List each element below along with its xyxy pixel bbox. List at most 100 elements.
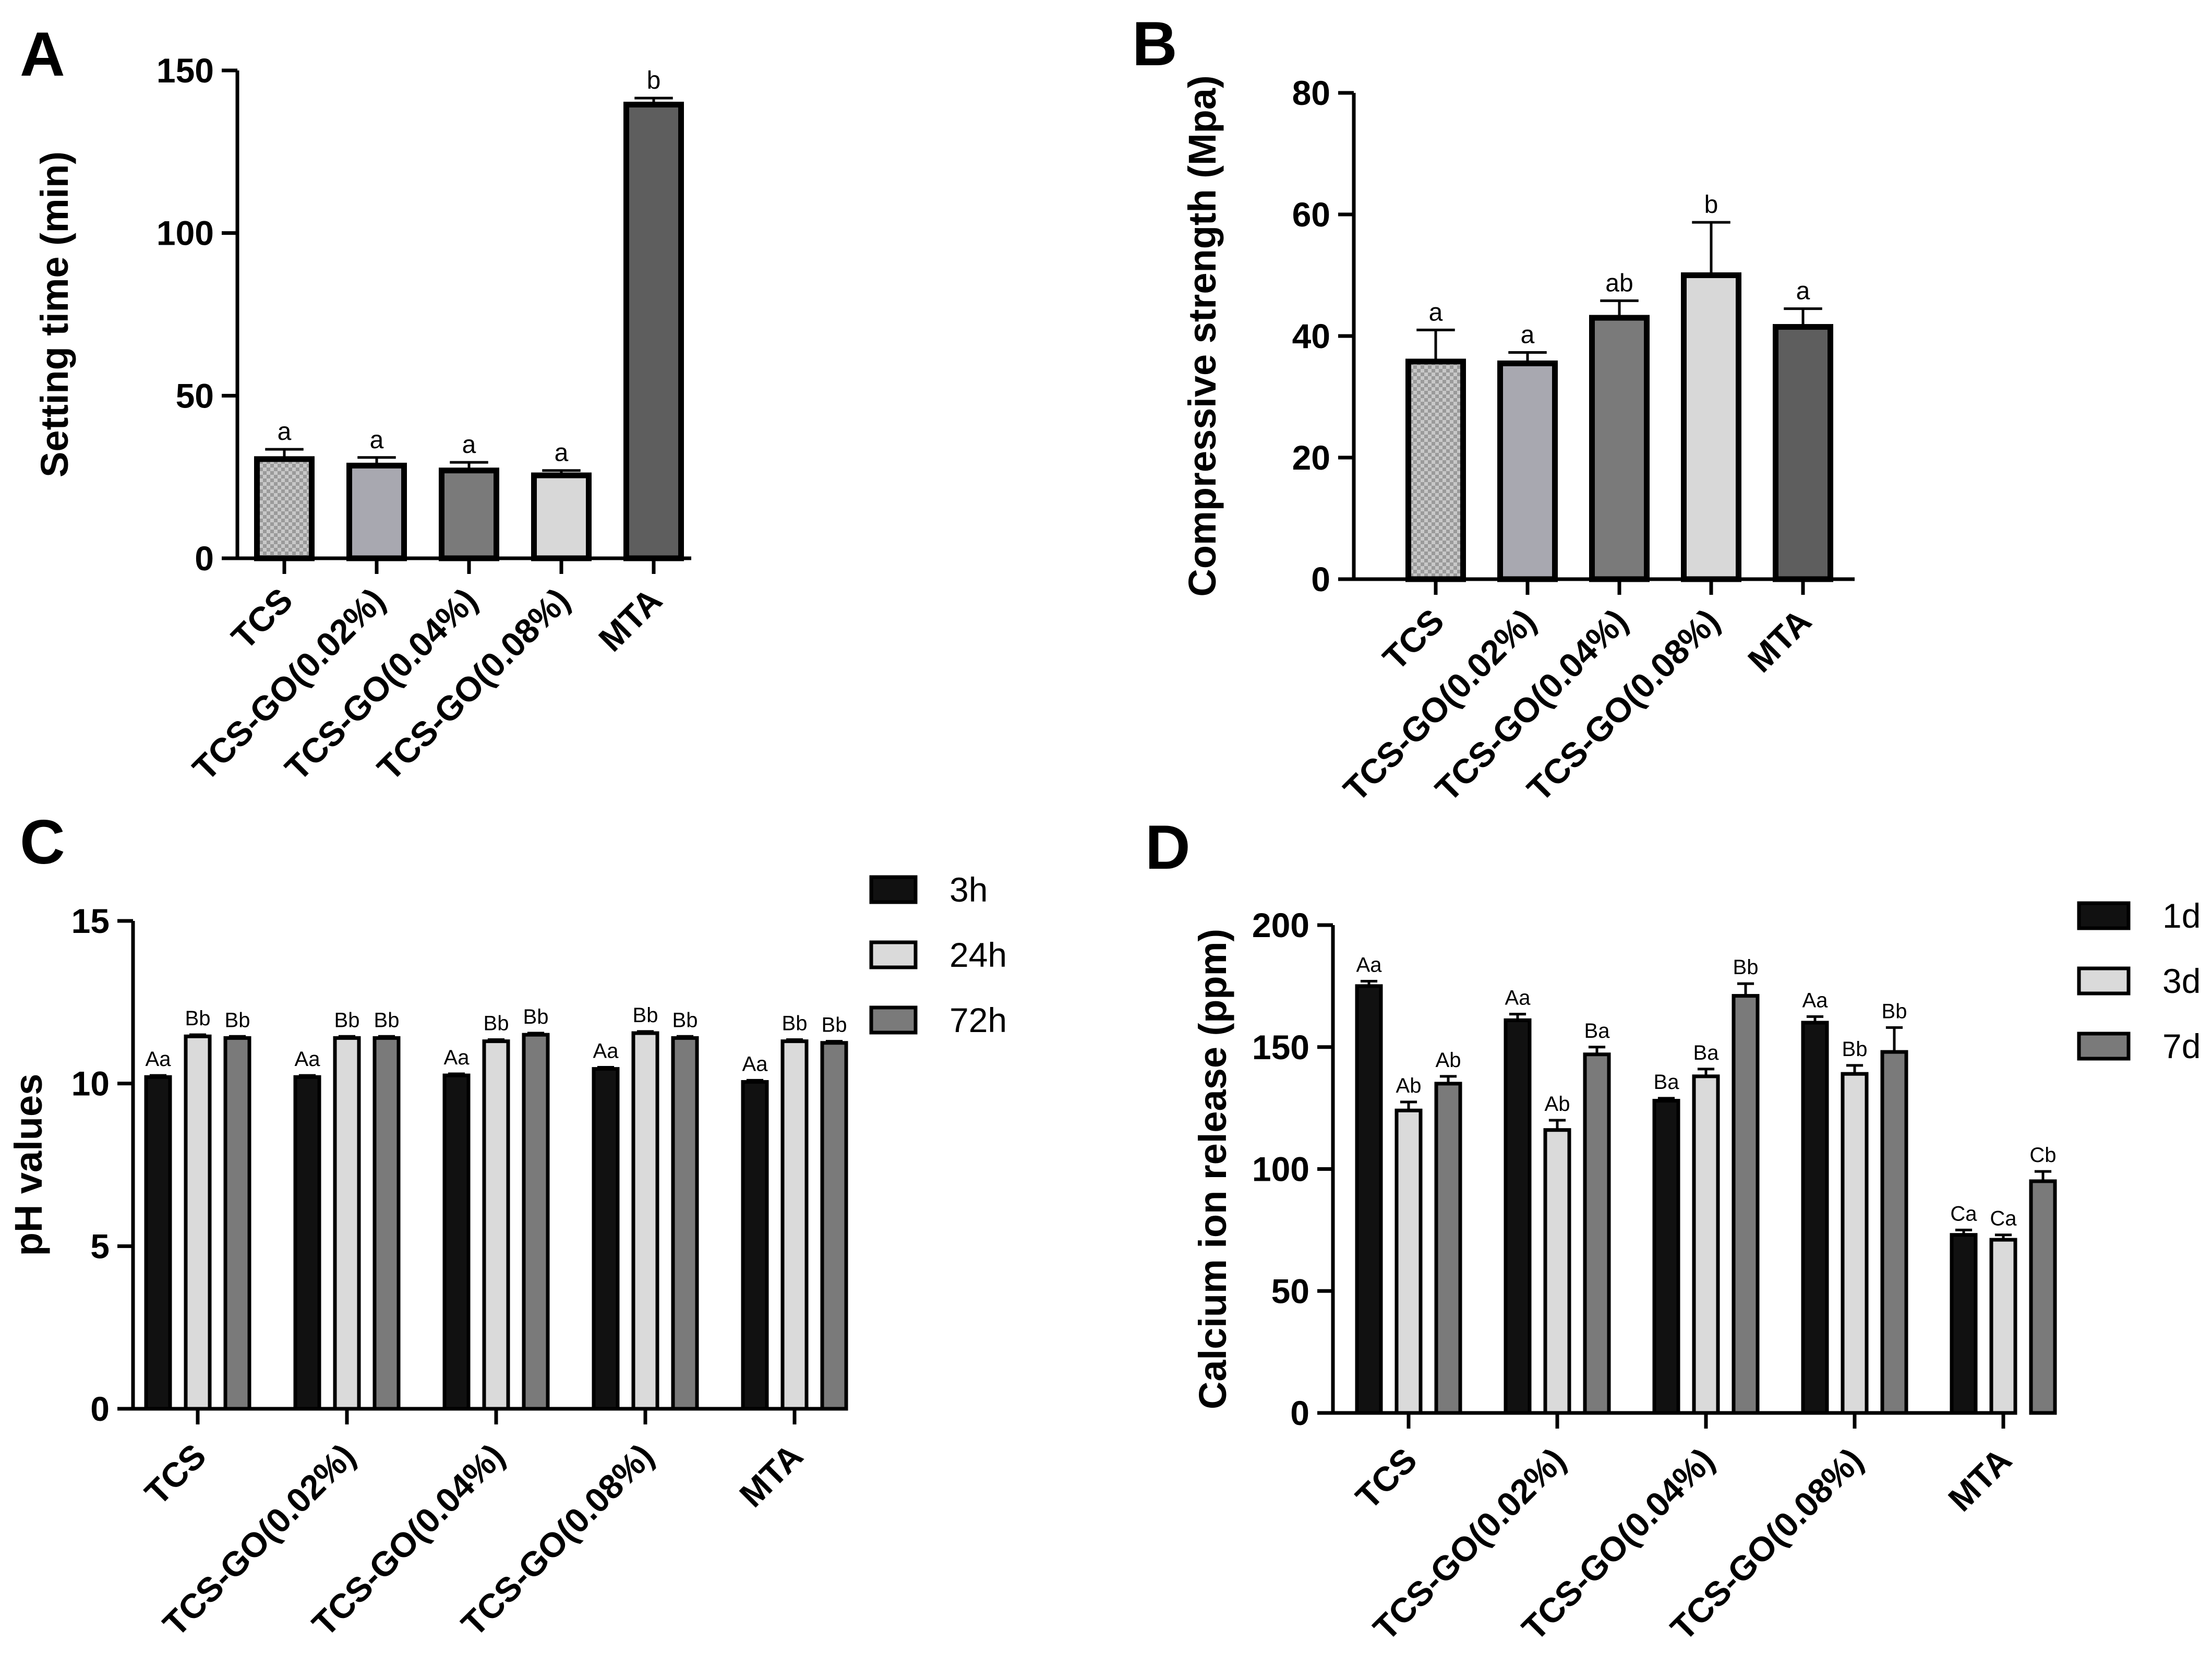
panel-b-bar bbox=[1497, 360, 1558, 582]
panel-c-significance-label: Bb bbox=[484, 1012, 509, 1035]
panel-a-y-tick-label: 150 bbox=[157, 51, 214, 90]
panel-a-significance-label: a bbox=[462, 431, 476, 459]
panel-a-category-label: MTA bbox=[591, 581, 669, 659]
panel-a-bar bbox=[439, 468, 499, 561]
panel-d-significance-label: Bb bbox=[1882, 1000, 1907, 1023]
panel-d-significance-label: Aa bbox=[1505, 987, 1531, 1010]
panel-c-bar bbox=[671, 1036, 699, 1411]
panel-c-bar bbox=[522, 1033, 550, 1411]
panel-a-bar bbox=[623, 101, 684, 561]
panel-d-bar bbox=[2029, 1179, 2057, 1415]
panel-d-bar bbox=[1880, 1050, 1908, 1415]
panel-d-bar bbox=[1950, 1233, 1978, 1415]
panel-c-bar bbox=[372, 1036, 401, 1411]
panel-c-bar bbox=[592, 1067, 620, 1411]
panel-c-bar bbox=[482, 1039, 510, 1411]
panel-a-significance-label: a bbox=[278, 418, 292, 446]
panel-c-bar bbox=[442, 1073, 471, 1411]
panel-d-bar bbox=[1732, 994, 1760, 1415]
panel-c-significance-label: Bb bbox=[334, 1009, 360, 1032]
panel-b-bar bbox=[1405, 358, 1466, 582]
panel-c-bar bbox=[293, 1075, 321, 1411]
panel-d-significance-label: Ba bbox=[1693, 1041, 1720, 1064]
panel-c-significance-label: Bb bbox=[374, 1009, 400, 1032]
panel-d-significance-label: Ab bbox=[1436, 1049, 1461, 1072]
panel-d-significance-label: Aa bbox=[1356, 954, 1383, 977]
panel-c-significance-label: Bb bbox=[782, 1012, 808, 1035]
panel-c-bar bbox=[333, 1036, 361, 1411]
panel-c-significance-label: Bb bbox=[185, 1007, 211, 1030]
panel-d-y-tick-label: 50 bbox=[1271, 1272, 1309, 1310]
panel-d-legend-swatch bbox=[2077, 1032, 2131, 1061]
panel-c-significance-label: Bb bbox=[225, 1009, 250, 1032]
panel-d-bar bbox=[1504, 1018, 1532, 1415]
panel-d-significance-label: Ca bbox=[1950, 1202, 1977, 1225]
panel-d-legend-label: 1d bbox=[2162, 896, 2201, 935]
panel-d-significance-label: Ca bbox=[1990, 1207, 2017, 1230]
panel-d-bar bbox=[1543, 1128, 1571, 1415]
panel-d-bar bbox=[1355, 984, 1383, 1415]
panel-d-letter: D bbox=[1145, 812, 1191, 882]
panel-a-significance-label: a bbox=[555, 439, 569, 467]
panel-a-y-axis-title: Setting time (min) bbox=[33, 151, 76, 477]
panel-b-bar bbox=[1589, 315, 1650, 582]
panel-c-significance-label: Bb bbox=[672, 1009, 698, 1032]
panel-c-legend-swatch bbox=[869, 1005, 918, 1035]
panel-c-letter: C bbox=[20, 807, 65, 877]
panel-b-significance-label: a bbox=[1429, 298, 1443, 326]
panel-d-significance-label: Aa bbox=[1802, 989, 1829, 1012]
panel-d-calcium-ion-chart: D 0 50 100 150 200 Calcium ion release (ppm) TC… bbox=[1145, 812, 2201, 1648]
panel-b-significance-label: a bbox=[1521, 321, 1535, 349]
panel-b-category-label: MTA bbox=[1740, 602, 1819, 680]
panel-d-y-tick-label: 150 bbox=[1252, 1028, 1309, 1066]
panel-d-legend-swatch bbox=[2077, 901, 2131, 930]
panel-c-significance-label: Bb bbox=[523, 1005, 549, 1028]
panel-b-significance-label: b bbox=[1704, 191, 1718, 219]
panel-c-significance-label: Aa bbox=[295, 1048, 321, 1071]
panel-a-significance-label: b bbox=[647, 67, 661, 94]
panel-c-bar bbox=[820, 1041, 848, 1411]
panel-c-legend-label: 3h bbox=[949, 870, 988, 909]
panel-d-significance-label: Ab bbox=[1545, 1093, 1570, 1116]
panel-d-category-label: TCS bbox=[1348, 1441, 1424, 1517]
panel-d-legend-swatch bbox=[2077, 966, 2131, 996]
panel-d-bar bbox=[1801, 1021, 1829, 1415]
panel-d-y-tick-label: 200 bbox=[1252, 906, 1309, 944]
panel-b-significance-label: ab bbox=[1605, 269, 1633, 297]
panel-b-y-axis-title: Compressive strength (Mpa) bbox=[1181, 75, 1224, 596]
panel-c-significance-label: Bb bbox=[822, 1014, 847, 1037]
panel-c-bar bbox=[144, 1075, 172, 1411]
panel-b-y-tick-label: 60 bbox=[1292, 195, 1330, 234]
panel-d-significance-label: Ba bbox=[1654, 1071, 1680, 1094]
panel-a-bar bbox=[346, 462, 407, 561]
panel-d-legend-label: 7d bbox=[2162, 1027, 2201, 1065]
panel-c-legend-swatch bbox=[869, 940, 918, 969]
panel-b-bar bbox=[1773, 324, 1833, 582]
panel-d-significance-label: Bb bbox=[1842, 1038, 1868, 1061]
panel-d-significance-label: Cb bbox=[2029, 1144, 2056, 1167]
panel-d-bar bbox=[1989, 1238, 2017, 1415]
panel-d-y-tick-label: 0 bbox=[1290, 1394, 1309, 1432]
panel-c-significance-label: Bb bbox=[633, 1004, 658, 1027]
panel-d-significance-label: Ba bbox=[1584, 1020, 1610, 1042]
panel-b-y-tick-label: 40 bbox=[1292, 317, 1330, 355]
panel-a-bar bbox=[254, 456, 315, 561]
panel-c-significance-label: Aa bbox=[146, 1048, 172, 1071]
panel-b-y-tick-label: 20 bbox=[1292, 438, 1330, 477]
panel-c-category-label: MTA bbox=[732, 1436, 810, 1515]
panel-c-category-label: TCS bbox=[137, 1436, 213, 1513]
panel-d-significance-label: Ab bbox=[1396, 1074, 1422, 1097]
panel-c-bar bbox=[184, 1034, 212, 1411]
panel-d-y-axis-title: Calcium ion release (ppm) bbox=[1191, 929, 1234, 1409]
panel-c-legend-swatch bbox=[869, 875, 918, 904]
panel-a-letter: A bbox=[20, 19, 65, 89]
panel-c-y-tick-label: 10 bbox=[71, 1064, 110, 1103]
panel-d-bar bbox=[1841, 1072, 1869, 1415]
panel-a-y-tick-label: 50 bbox=[176, 376, 214, 415]
panel-d-bar bbox=[1583, 1052, 1611, 1415]
panel-c-y-tick-label: 5 bbox=[90, 1227, 110, 1265]
panel-d-significance-label: Bb bbox=[1733, 956, 1759, 979]
